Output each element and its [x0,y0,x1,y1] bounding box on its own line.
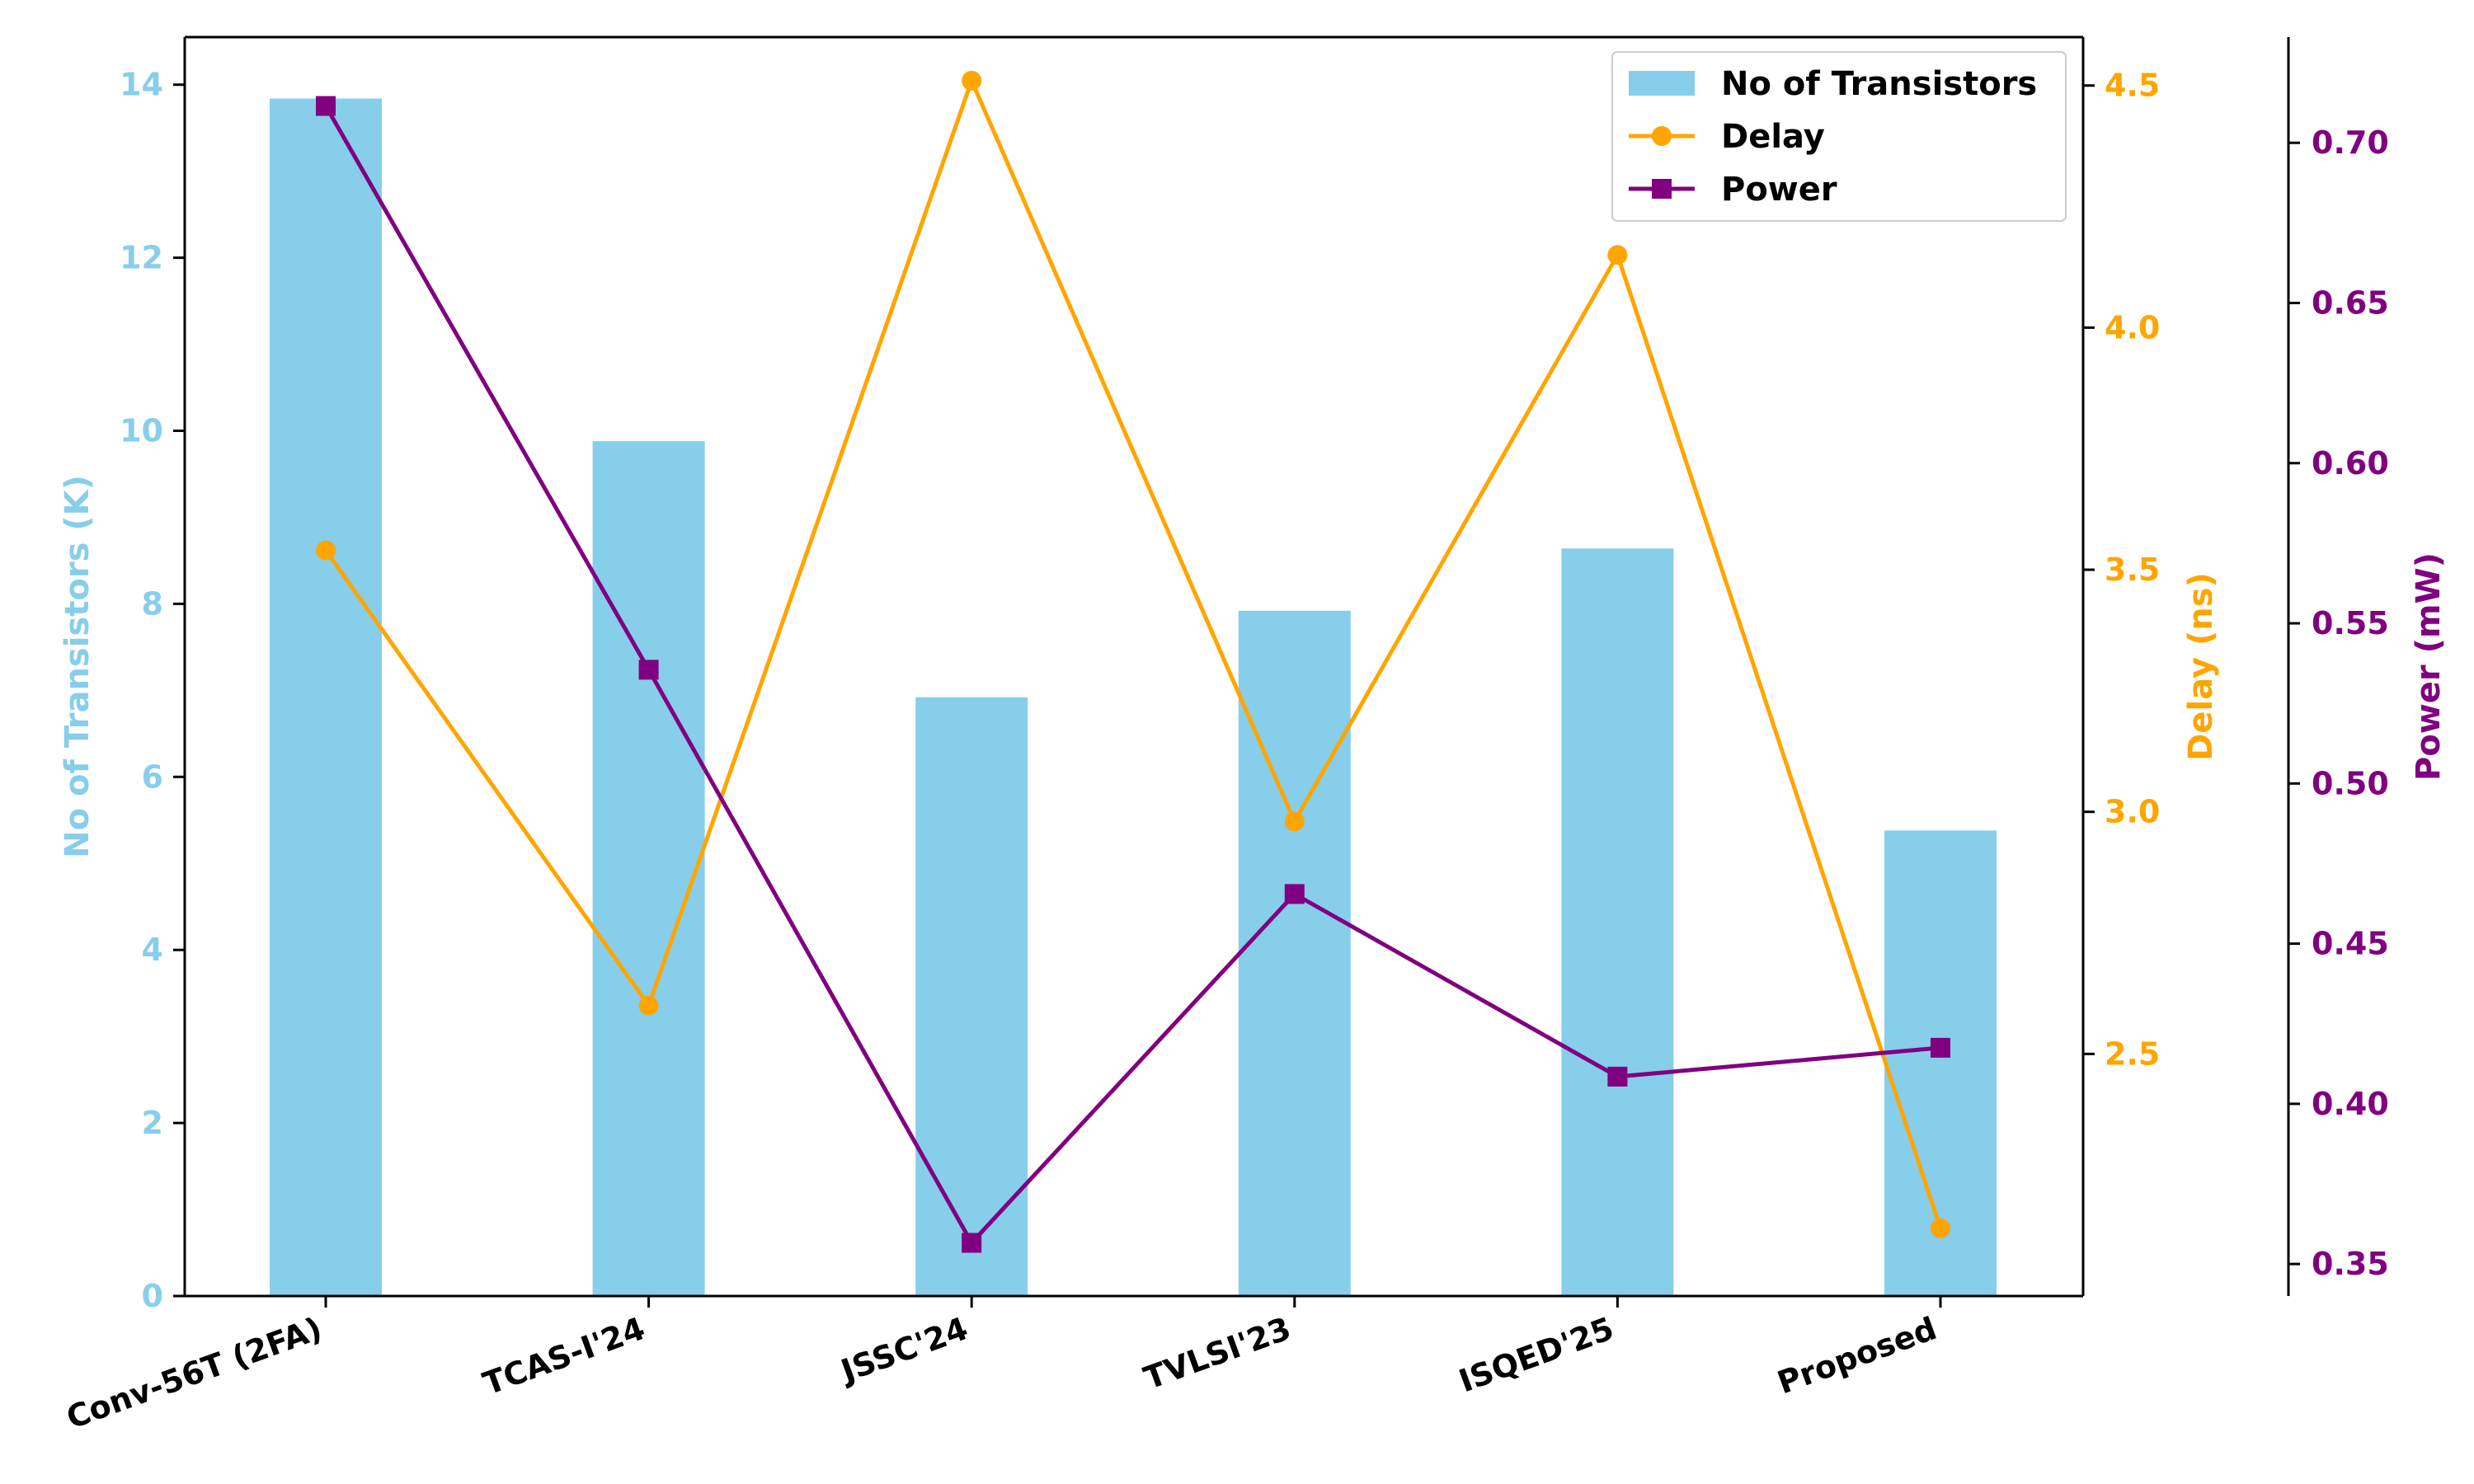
delay-point-4 [1284,811,1305,832]
delay-point-1 [316,540,336,561]
delay-point-3 [962,70,982,91]
left-tick-label-8: 14 [120,67,163,103]
delay-axis-title: Delay (ns) [2182,572,2220,761]
bar-3 [915,697,1028,1296]
power-tick-label-1: 0.35 [2312,1246,2389,1282]
legend-marker-3 [1652,179,1672,199]
power-tick-label-3: 0.45 [2312,926,2389,962]
power-tick-label-7: 0.65 [2312,284,2389,321]
delay-line [323,78,1943,1229]
left-tick-label-5: 8 [142,585,163,622]
legend: No of Transistors Delay Power [1611,51,2067,222]
bars-layer [270,98,1997,1296]
bar-1 [270,98,382,1296]
x-tick-label-4: TVLSI'23 [1139,1310,1295,1397]
power-axis-title: Power (mW) [2410,552,2448,781]
left-tick-label-4: 6 [142,758,163,795]
power-tick-label-6: 0.60 [2312,445,2389,481]
left-tick-label-1: 0 [142,1278,163,1314]
power-line [323,105,1941,1246]
x-tick-label-5: ISQED'25 [1454,1310,1618,1399]
legend-box [1611,51,2067,222]
power-point-2 [638,660,659,680]
x-tick-label-1: Conv-56T (2FA) [62,1310,327,1436]
legend-marker-2 [1652,126,1672,146]
x-tick-label-2: TCAS-I'24 [478,1310,650,1402]
power-tick-label-2: 0.40 [2312,1086,2389,1122]
legend-swatch-1 [1629,71,1695,96]
power-point-6 [1931,1037,1950,1058]
left-tick-label-6: 10 [120,413,163,449]
legend-label-3: Power [1721,171,1837,209]
power-point-5 [1607,1066,1628,1087]
left-tick-label-7: 12 [120,240,163,276]
power-point-3 [962,1233,982,1253]
delay-point-6 [1931,1218,1950,1238]
delay-tick-label-3: 3.5 [2105,552,2160,588]
left-tick-label-3: 4 [142,932,163,968]
power-point-4 [1284,884,1305,904]
left-axis-title: No of Transistors (K) [59,475,96,858]
bar-4 [1238,610,1351,1296]
legend-label-1: No of Transistors [1721,65,2037,103]
bar-2 [592,441,705,1296]
power-point-1 [316,96,336,116]
x-tick-label-3: JSSC'24 [834,1310,972,1390]
delay-point-5 [1607,245,1628,265]
bar-5 [1561,548,1674,1296]
power-tick-label-4: 0.50 [2312,765,2389,801]
delay-tick-label-1: 2.5 [2105,1036,2160,1072]
delay-tick-label-5: 4.5 [2105,68,2160,104]
power-tick-label-5: 0.55 [2312,605,2389,641]
delay-tick-label-2: 3.0 [2105,794,2160,830]
left-tick-label-2: 2 [142,1105,163,1141]
delay-point-2 [638,995,659,1016]
power-tick-label-8: 0.70 [2312,124,2389,161]
delay-tick-label-4: 4.0 [2105,309,2160,345]
x-tick-label-6: Proposed [1773,1310,1941,1401]
legend-label-2: Delay [1721,118,1825,156]
lines-layer [316,70,1950,1253]
